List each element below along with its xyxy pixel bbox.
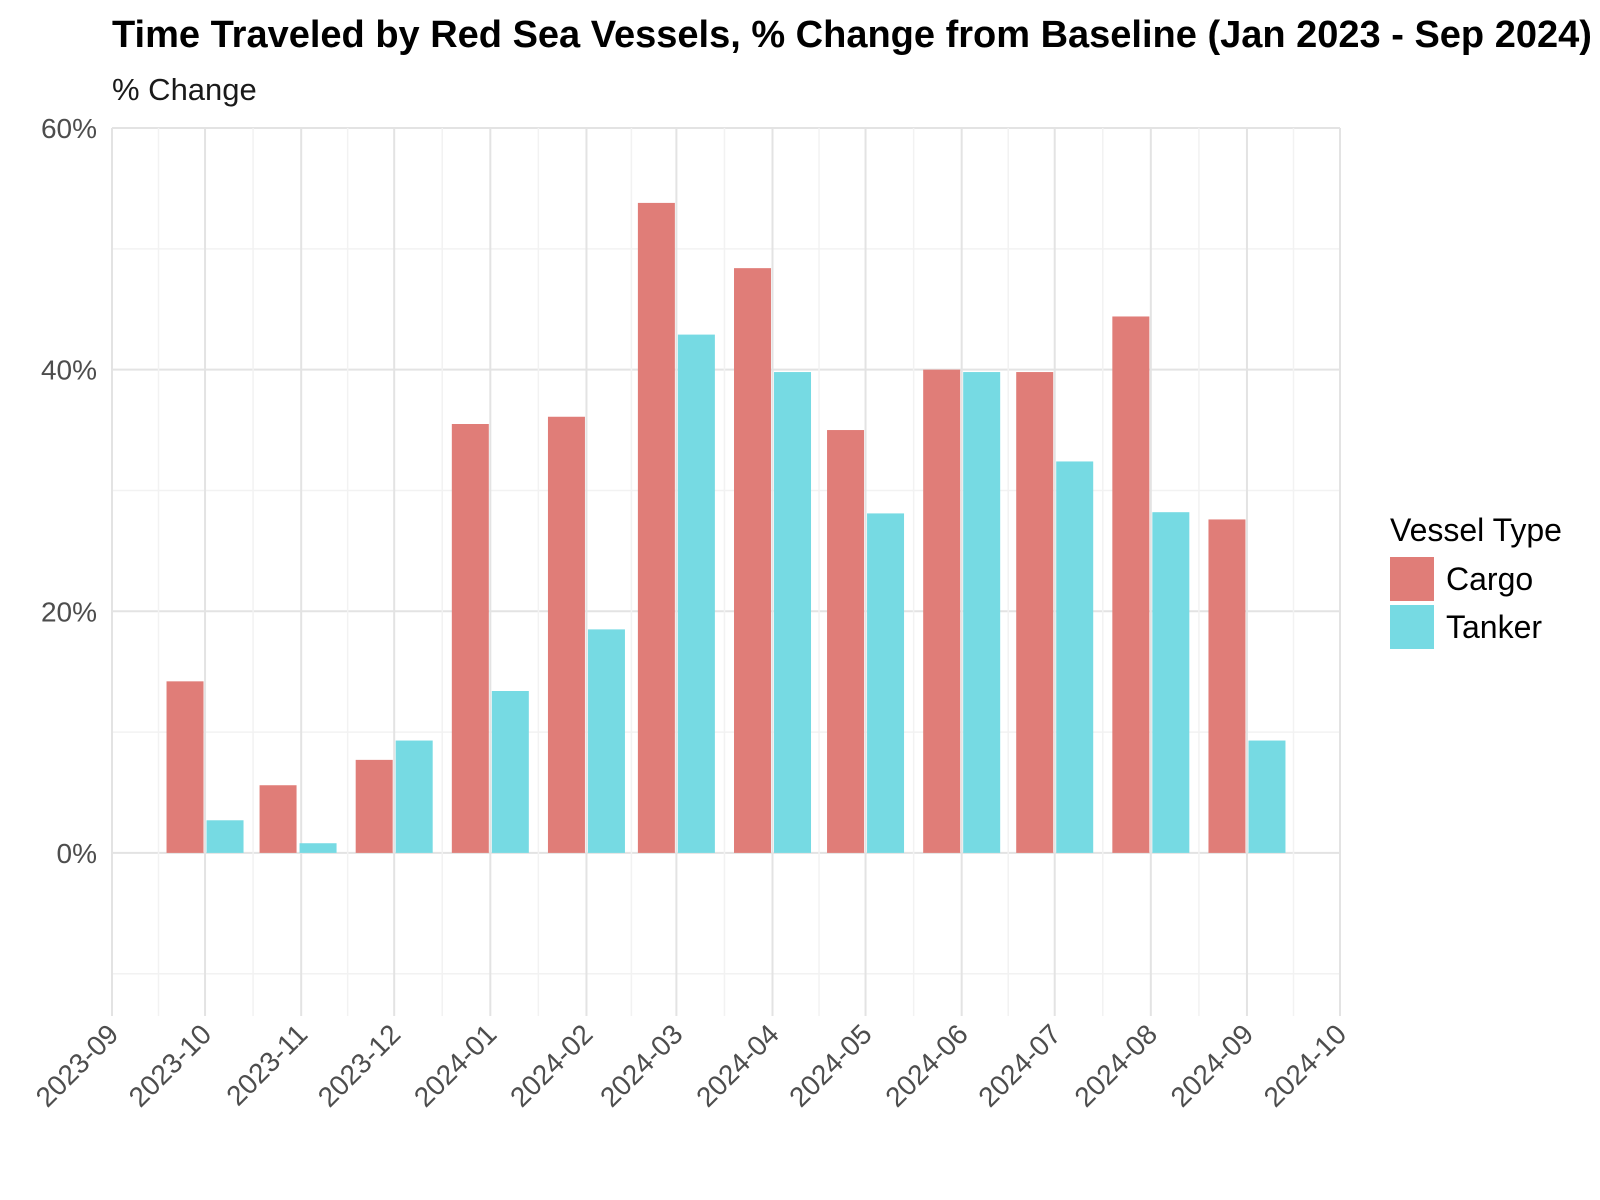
bar-cargo-2024-03: [637, 202, 675, 853]
x-tick-label: 2024-06: [879, 1018, 974, 1113]
y-tick-label: 60%: [41, 113, 97, 144]
bar-cargo-2024-04: [734, 268, 772, 853]
y-tick-label: 20%: [41, 596, 97, 627]
bar-cargo-2024-09: [1208, 519, 1246, 853]
bar-tanker-2024-04: [774, 372, 812, 853]
legend-key-tanker: [1390, 605, 1434, 649]
bars: [166, 202, 1286, 853]
bar-tanker-2023-10: [206, 820, 244, 853]
bar-tanker-2024-09: [1248, 740, 1286, 853]
y-tick-label: 40%: [41, 355, 97, 386]
x-tick-label: 2024-02: [504, 1018, 599, 1113]
bar-cargo-2024-06: [923, 369, 961, 853]
bar-cargo-2023-10: [166, 681, 204, 853]
bar-tanker-2024-08: [1152, 512, 1190, 853]
x-tick-label: 2024-10: [1258, 1018, 1353, 1113]
bar-tanker-2024-07: [1056, 461, 1094, 853]
grid-lines: [111, 127, 1341, 1016]
bar-tanker-2023-12: [395, 740, 433, 853]
bar-tanker-2024-01: [491, 691, 529, 853]
x-tick-label: 2024-05: [783, 1018, 878, 1113]
chart-title: Time Traveled by Red Sea Vessels, % Chan…: [112, 14, 1592, 56]
bar-tanker-2024-03: [677, 334, 715, 853]
chart-subtitle: % Change: [112, 72, 257, 107]
x-tick-label: 2024-04: [690, 1018, 785, 1113]
x-tick-label: 2024-03: [594, 1018, 689, 1113]
x-tick-label: 2023-09: [30, 1018, 125, 1113]
x-tick-label: 2023-11: [220, 1018, 313, 1111]
legend-label-tanker: Tanker: [1446, 609, 1542, 645]
x-tick-label: 2024-07: [972, 1018, 1067, 1113]
x-tick-label: 2024-09: [1165, 1018, 1260, 1113]
y-axis: 0% 20% 40% 60%: [41, 113, 97, 869]
bar-cargo-2023-12: [355, 759, 393, 853]
bar-cargo-2024-02: [547, 416, 585, 853]
bar-tanker-2023-11: [299, 843, 337, 853]
legend: Vessel Type Cargo Tanker: [1390, 512, 1562, 649]
legend-key-cargo: [1390, 557, 1434, 601]
bar-cargo-2024-07: [1016, 372, 1054, 853]
bar-cargo-2024-01: [451, 424, 489, 853]
bar-tanker-2024-05: [867, 513, 905, 853]
bar-cargo-2024-05: [827, 430, 865, 853]
x-tick-label: 2023-10: [123, 1018, 218, 1113]
x-tick-label: 2024-01: [408, 1018, 503, 1113]
x-tick-label: 2023-12: [312, 1018, 407, 1113]
y-tick-label: 0%: [57, 838, 97, 869]
bar-tanker-2024-06: [963, 372, 1001, 853]
legend-label-cargo: Cargo: [1446, 561, 1533, 597]
legend-title: Vessel Type: [1390, 512, 1562, 548]
bar-tanker-2024-02: [587, 629, 625, 853]
x-tick-label: 2024-08: [1068, 1018, 1163, 1113]
bar-cargo-2023-11: [259, 785, 297, 853]
bar-cargo-2024-08: [1112, 316, 1150, 853]
